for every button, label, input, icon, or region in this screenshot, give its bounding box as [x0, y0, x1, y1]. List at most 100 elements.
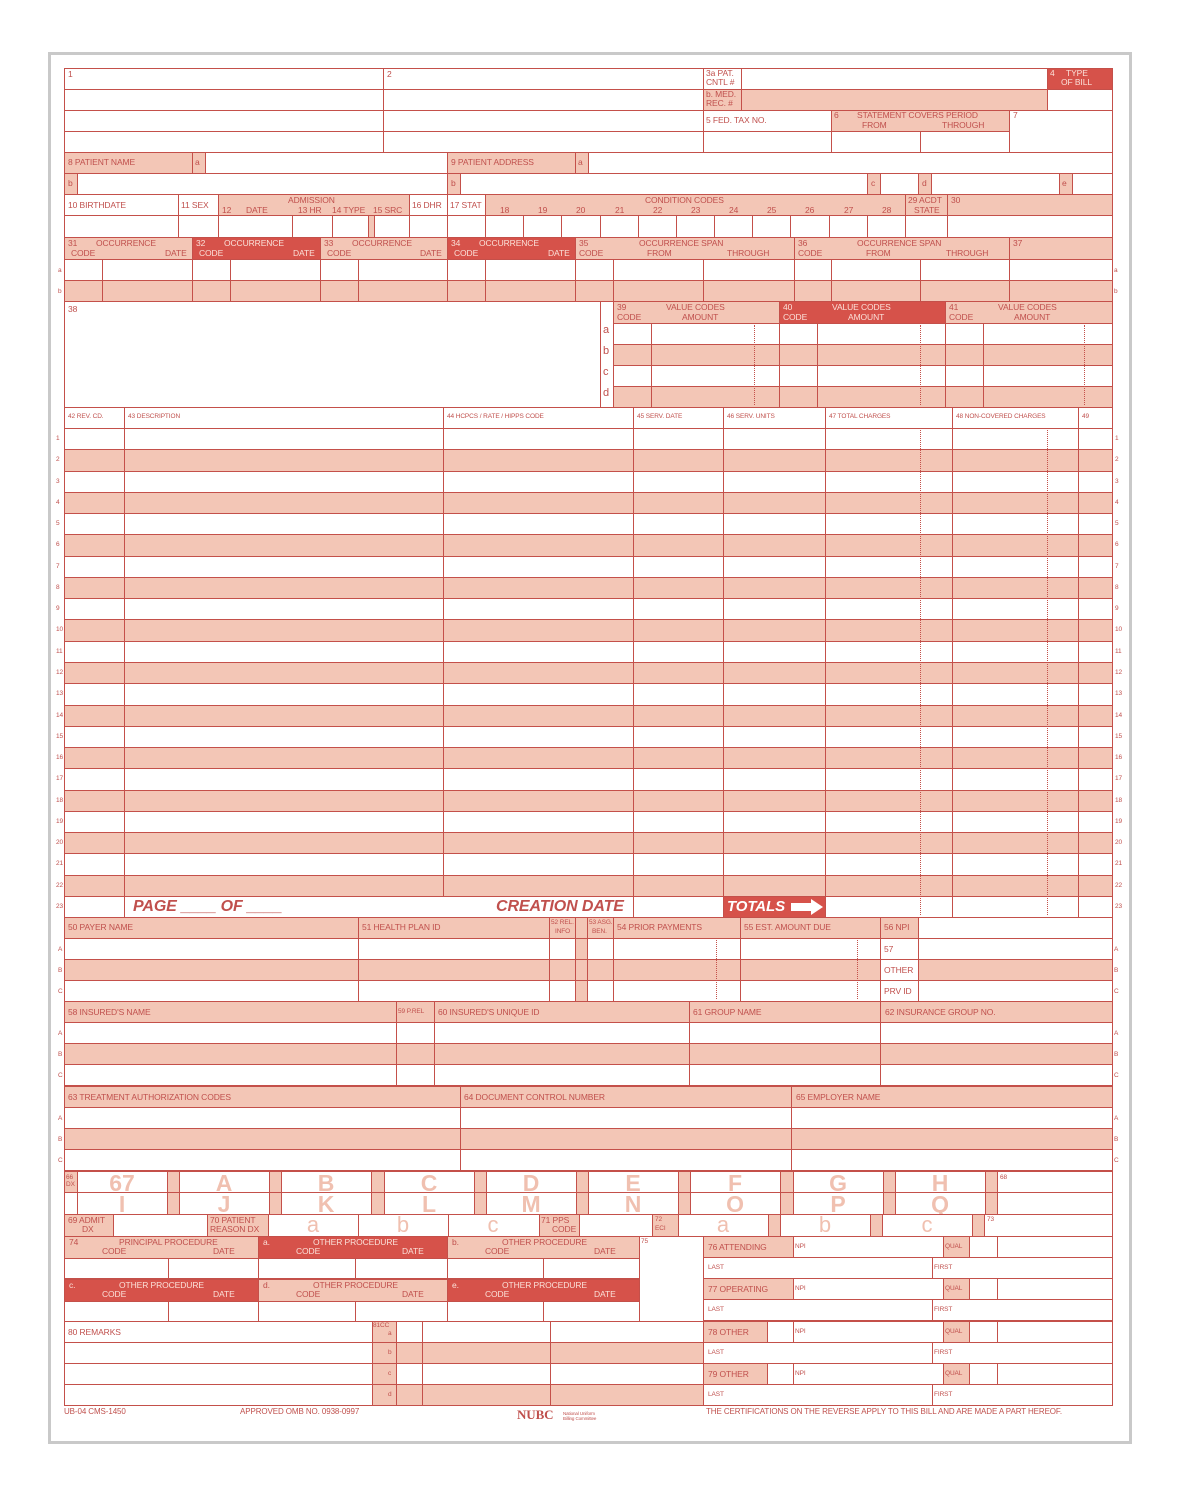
form-field-cell: [997, 1236, 1113, 1258]
form-field-cell: [64, 1384, 373, 1406]
form-field-cell: [945, 365, 984, 387]
form-field-cell: [124, 853, 444, 876]
label-top-f5: 5 FED. TAX NO.: [706, 115, 767, 125]
form-field-cell: [443, 832, 634, 854]
form-field-cell: [779, 344, 818, 366]
label-payer-f50: 50 PAYER NAME: [68, 922, 133, 932]
form-field-cell: [794, 259, 832, 281]
label-patient-f9c: c: [871, 178, 876, 188]
line-item-header-label: 42 REV. CD.: [68, 413, 104, 420]
label-occurrence-span-0-title: OCCURRENCE SPAN: [639, 238, 724, 248]
label-occurrence-3-title: OCCURRENCE: [479, 238, 539, 248]
label-value-codes-groups-0-num: 39: [617, 302, 627, 312]
label-occurrence-span-1-num: 36: [798, 238, 808, 248]
label-row-letters-ab-0: a: [1114, 267, 1118, 274]
form-field-cell: [1078, 598, 1113, 620]
form-field-cell: [64, 875, 125, 897]
form-field-cell: [633, 641, 724, 663]
form-field-cell: [793, 1278, 944, 1300]
form-field-cell: [1078, 768, 1113, 791]
form-field-cell: [64, 577, 125, 599]
remarks-row-letter: d: [388, 1391, 392, 1398]
form-field-cell: [124, 683, 444, 706]
diagnosis-letter: C: [420, 1170, 438, 1196]
label-occurrence-3-date: DATE: [548, 248, 570, 258]
label-admission-f15: 15 SRC: [373, 205, 403, 215]
line-number: 5: [1115, 520, 1119, 527]
form-field-cell: [905, 215, 948, 238]
line-number: 23: [1115, 903, 1123, 910]
physician-role-label: 76 ATTENDING: [708, 1242, 767, 1252]
line-item-header-label: 48 NON-COVERED CHARGES: [956, 413, 1046, 420]
label-insured-f60: 60 INSURED'S UNIQUE ID: [438, 1007, 540, 1017]
form-field-cell: [124, 875, 444, 897]
label-admission-f30: 30: [951, 195, 961, 205]
line-number: 15: [56, 733, 64, 740]
label-auth-f64: 64 DOCUMENT CONTROL NUMBER: [464, 1092, 605, 1102]
form-field-cell: [64, 556, 125, 578]
form-field-cell: [723, 811, 826, 833]
form-field-cell: [767, 1321, 794, 1343]
form-field-cell: [880, 1022, 1113, 1044]
form-field-cell: [740, 938, 881, 960]
form-field-cell: [1078, 619, 1113, 642]
form-field-cell: [64, 747, 125, 769]
form-field-cell: [1078, 492, 1113, 514]
form-field-cell: [124, 768, 444, 791]
form-field-cell: [192, 259, 231, 281]
form-field-cell: [947, 194, 1113, 216]
form-field-cell: [443, 768, 634, 791]
remarks-row-letter: a: [388, 1330, 392, 1337]
form-field-cell: [443, 705, 634, 727]
form-field-cell: [969, 1363, 998, 1385]
label-occurrence-1-title: OCCURRENCE: [224, 238, 284, 248]
form-field-cell: [64, 832, 125, 854]
label-diagnosis-f69-1: 69 ADMIT: [68, 1215, 105, 1225]
form-field-cell: [983, 344, 1113, 366]
form-field-cell: [633, 556, 724, 578]
line-number: 20: [1115, 839, 1123, 846]
diagnosis-letter: E: [625, 1170, 641, 1196]
diagnosis-letter: H: [931, 1170, 949, 1196]
value-row-letter: a: [603, 324, 610, 336]
form-field-cell: [825, 790, 953, 812]
label-patient-f9b: b: [451, 178, 456, 188]
form-field-cell: [113, 1214, 208, 1237]
label-top-f6-through: THROUGH: [942, 120, 985, 130]
label-top-f3a-1: 3a PAT.: [706, 68, 734, 78]
label-patient-f9e: e: [1062, 178, 1067, 188]
provider-field: [64, 68, 384, 90]
label-procedures-groups-5-date: DATE: [594, 1289, 616, 1299]
form-field-cell: [945, 386, 984, 408]
form-field-cell: [64, 1043, 397, 1065]
form-field-cell: [64, 705, 125, 727]
form-field-cell: [689, 1022, 881, 1044]
line-number: 2: [1115, 456, 1119, 463]
line-number: 20: [56, 839, 64, 846]
label-occurrence-span-1-through: THROUGH: [946, 248, 989, 258]
line-number: 18: [56, 797, 64, 804]
form-field-cell: [932, 1299, 1113, 1321]
diagnosis-letter: B: [317, 1170, 335, 1196]
form-field-cell: [952, 641, 1079, 663]
form-field-cell: [633, 832, 724, 854]
form-field-cell: [1078, 705, 1113, 727]
label-diagnosis-f71-1: 71 PPS: [541, 1215, 570, 1225]
line-number: 17: [56, 775, 64, 782]
label-procedures-groups-1-date: DATE: [402, 1246, 424, 1256]
form-field-cell: [952, 662, 1079, 684]
form-field-cell: [124, 492, 444, 514]
line-number: 4: [1115, 499, 1119, 506]
row-letter: A: [58, 946, 63, 953]
totals-label: TOTALS: [727, 898, 786, 915]
statement-from-field: [831, 131, 921, 153]
label-occurrence-3-code: CODE: [454, 248, 479, 258]
form-field-cell: [1078, 747, 1113, 769]
form-field-cell: [124, 726, 444, 748]
label-physicians-1-qual: QUAL: [945, 1285, 963, 1292]
label-admission-f10: 10 BIRTHDATE: [68, 200, 127, 210]
form-field-cell: [952, 747, 1079, 769]
label-value-codes-groups-1-code: CODE: [783, 312, 808, 322]
form-field-cell: [579, 1214, 653, 1237]
reason-letter: a: [306, 1212, 320, 1237]
